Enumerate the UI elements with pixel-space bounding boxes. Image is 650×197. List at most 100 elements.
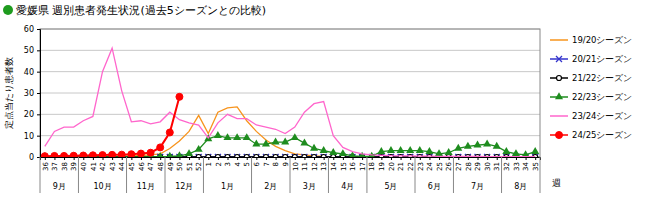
legend-label: 20/21シーズン — [572, 54, 633, 64]
y-tick-mark — [37, 114, 40, 115]
point — [206, 155, 211, 158]
y-tick: 20 — [24, 110, 40, 119]
grid-line — [40, 135, 540, 136]
x-tick-mark — [179, 157, 180, 160]
legend-marker — [556, 132, 563, 139]
x-tick-mark — [410, 157, 411, 160]
x-tick-mark — [266, 157, 267, 160]
x-tick-mark — [54, 157, 55, 160]
point — [435, 149, 443, 156]
x-tick-mark — [151, 157, 152, 160]
y-tick-label: 0 — [29, 153, 34, 162]
point — [262, 140, 270, 147]
point — [196, 154, 202, 157]
x-tick: 43 — [109, 157, 117, 171]
x-tick-label: 22 — [407, 162, 415, 171]
point — [406, 146, 414, 153]
x-tick: 9 — [282, 157, 290, 166]
legend-marker — [556, 56, 562, 62]
point — [157, 144, 164, 151]
x-tick-mark — [189, 157, 190, 160]
point — [252, 140, 260, 147]
point — [454, 144, 462, 151]
x-tick: 11 — [301, 157, 309, 171]
point — [235, 155, 240, 158]
point — [234, 154, 240, 157]
x-tick-label: 51 — [186, 162, 194, 171]
point — [312, 155, 317, 158]
x-tick-mark — [276, 157, 277, 160]
x-tick: 45 — [128, 157, 136, 171]
x-tick-label: 13 — [320, 162, 328, 171]
x-tick-label: 45 — [128, 162, 136, 171]
point — [300, 138, 308, 145]
x-tick: 2 — [215, 157, 223, 166]
x-tick-mark — [458, 157, 459, 160]
x-tick: 34 — [522, 157, 530, 171]
x-tick-label: 40 — [80, 162, 88, 171]
y-tick-label: 10 — [24, 132, 34, 141]
x-tick-label: 37 — [51, 162, 59, 171]
point — [176, 93, 183, 100]
point — [70, 152, 77, 157]
y-tick: 30 — [24, 89, 40, 98]
legend-line — [550, 39, 568, 41]
point — [329, 148, 337, 155]
legend-line — [550, 115, 568, 117]
x-tick: 42 — [99, 157, 107, 171]
x-tick-label: 10 — [292, 162, 300, 171]
x-tick-label: 26 — [445, 161, 453, 170]
x-tick-label: 48 — [157, 162, 165, 171]
month-separator — [40, 157, 41, 193]
x-tick: 10 — [292, 157, 300, 171]
x-tick-mark — [449, 157, 450, 160]
x-tick-label: 8 — [272, 162, 280, 166]
x-tick: 1 — [205, 157, 213, 166]
x-tick: 23 — [417, 157, 425, 171]
point — [445, 148, 453, 155]
point — [512, 149, 520, 156]
y-tick-label: 40 — [24, 68, 34, 77]
x-tick-mark — [74, 157, 75, 160]
x-tick-mark — [420, 157, 421, 160]
x-tick: 13 — [320, 157, 328, 171]
x-tick-mark — [478, 157, 479, 160]
x-tick-label: 32 — [503, 162, 511, 171]
x-tick-label: 29 — [474, 162, 482, 171]
x-tick: 14 — [330, 157, 338, 171]
legend-item: 22/23シーズン — [550, 92, 633, 102]
x-tick-mark — [362, 157, 363, 160]
grid-line — [40, 114, 540, 115]
x-tick-label: 34 — [522, 161, 530, 170]
point — [118, 151, 125, 157]
x-tick-mark — [208, 157, 209, 160]
x-tick-mark — [381, 157, 382, 160]
point — [89, 152, 97, 157]
legend-label: 19/20シーズン — [572, 35, 633, 45]
x-tick-label: 36 — [42, 161, 50, 170]
point — [225, 155, 230, 158]
point — [98, 152, 106, 157]
point — [205, 154, 211, 157]
x-tick-label: 3 — [224, 162, 232, 166]
point — [292, 155, 297, 158]
month-label: 10月 — [93, 182, 111, 191]
x-tick: 48 — [157, 157, 165, 171]
y-axis: 0102030405060 — [24, 25, 41, 162]
x-axis-title: 週 — [552, 178, 561, 188]
x-tick: 49 — [167, 157, 175, 171]
x-tick-label: 38 — [61, 162, 69, 171]
x-tick-mark — [285, 157, 286, 160]
legend-item: 19/20シーズン — [550, 35, 633, 45]
month-separator — [540, 157, 541, 193]
x-tick-mark — [343, 157, 344, 160]
x-tick: 12 — [311, 157, 319, 171]
x-tick-mark — [93, 157, 94, 160]
title-bullet — [3, 5, 13, 15]
x-tick-label: 16 — [349, 161, 357, 170]
point — [50, 152, 58, 157]
x-tick-mark — [324, 157, 325, 160]
x-tick-mark — [256, 157, 257, 160]
x-tick-mark — [516, 157, 517, 160]
x-tick-mark — [506, 157, 507, 160]
